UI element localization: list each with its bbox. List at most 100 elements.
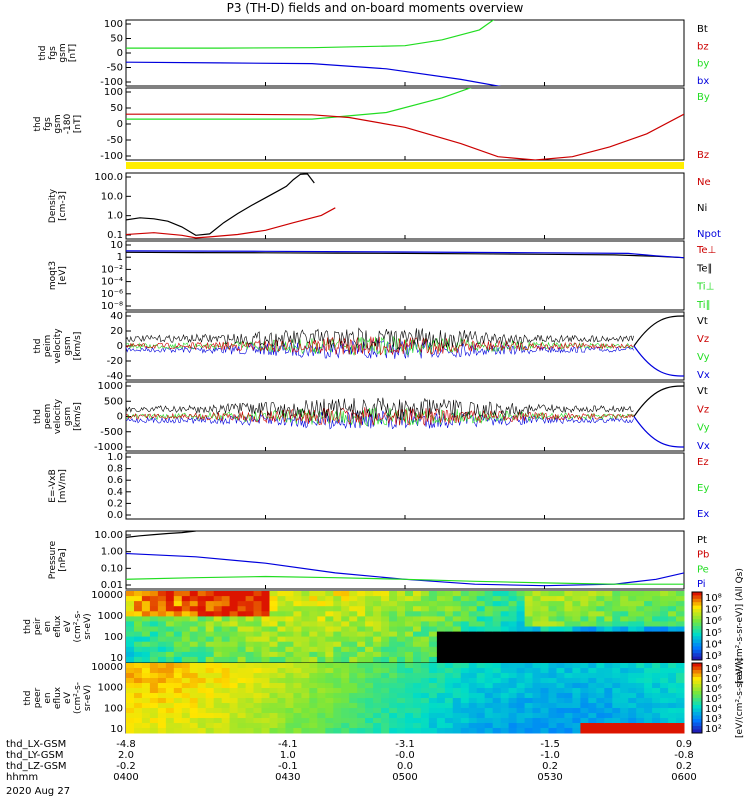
spectrogram-cell xyxy=(197,708,207,714)
spectrogram-cell xyxy=(428,616,438,622)
y-tick-label: 100.0 xyxy=(94,172,123,183)
spectrogram-cell xyxy=(397,668,406,674)
spectrogram-cell xyxy=(620,616,629,622)
spectrogram-cell xyxy=(134,596,143,602)
spectrogram-cell xyxy=(341,636,350,643)
y-tick-label: 10000 xyxy=(91,590,123,601)
spectrogram-cell xyxy=(564,723,573,729)
spectrogram-cell xyxy=(285,636,294,643)
spectrogram-cell xyxy=(189,663,199,669)
spectrogram-cell xyxy=(460,651,470,658)
spectrogram-cell xyxy=(325,688,334,694)
spectrogram-cell xyxy=(620,636,629,643)
spectrogram-cell xyxy=(221,611,231,617)
spectrogram-cell xyxy=(333,606,342,612)
spectrogram-cell xyxy=(205,703,215,709)
spectrogram-cell xyxy=(277,606,286,612)
spectrogram-cell xyxy=(397,591,406,597)
spectrogram-cell xyxy=(293,601,302,607)
spectrogram-cell xyxy=(325,698,334,704)
spectrogram-cell xyxy=(165,616,175,622)
spectrogram-cell xyxy=(293,621,302,627)
y-axis-label: Pressure xyxy=(48,540,58,579)
spectrogram-cell xyxy=(221,688,231,694)
y-tick-label: 0 xyxy=(117,412,123,423)
spectrogram-cell xyxy=(277,621,286,627)
spectrogram-cell xyxy=(134,616,143,622)
spectrogram-cell xyxy=(628,626,637,633)
spectrogram-cell xyxy=(253,656,262,663)
colorbar-cell xyxy=(692,592,702,596)
spectrogram-cell xyxy=(373,646,382,653)
spectrogram-cell xyxy=(309,708,318,714)
spectrogram-cell xyxy=(548,641,557,648)
spectrogram-cell xyxy=(436,651,446,658)
spectrogram-cell xyxy=(628,601,637,607)
spectrogram-cell xyxy=(261,708,270,714)
spectrogram-cell xyxy=(508,621,518,627)
spectrogram-cell xyxy=(516,651,526,658)
spectrogram-cell xyxy=(636,596,645,602)
colorbar-cell xyxy=(692,712,702,716)
spectrogram-cell xyxy=(357,703,366,709)
spectrogram-cell xyxy=(468,636,478,643)
spectrogram-cell xyxy=(413,683,422,689)
spectrogram-cell xyxy=(181,601,191,607)
spectrogram-cell xyxy=(261,621,270,627)
spectrogram-cell xyxy=(548,663,557,669)
spectrogram-cell xyxy=(365,601,374,607)
spectrogram-cell xyxy=(444,651,454,658)
spectrogram-cell xyxy=(149,641,159,648)
spectrogram-cell xyxy=(444,636,454,643)
spectrogram-cell xyxy=(126,591,135,597)
colorbar-cell xyxy=(692,649,702,654)
spectrogram-cell xyxy=(468,713,478,719)
spectrogram-cell xyxy=(668,641,677,648)
spectrogram-cell xyxy=(126,713,135,719)
spectrogram-cell xyxy=(436,631,446,638)
spectrogram-cell xyxy=(325,703,334,709)
spectrogram-cell xyxy=(500,631,510,638)
spectrogram-cell xyxy=(548,601,557,607)
spectrogram-cell xyxy=(436,606,446,612)
spectrogram-cell xyxy=(644,636,653,643)
spectrogram-cell xyxy=(221,723,231,729)
spectrogram-cell xyxy=(604,668,613,674)
spectrogram-cell xyxy=(181,728,191,734)
spectrogram-cell xyxy=(126,703,135,709)
spectrogram-cell xyxy=(604,611,613,617)
spectrogram-cell xyxy=(468,723,478,729)
spectrogram-cell xyxy=(564,673,573,679)
spectrogram-cell xyxy=(397,673,406,679)
y-tick-label: -100 xyxy=(100,151,123,162)
spectrogram-cell xyxy=(134,718,143,724)
spectrogram-cell xyxy=(476,703,486,709)
spectrogram-cell xyxy=(644,663,653,669)
spectrogram-cell xyxy=(508,718,518,724)
spectrogram-cell xyxy=(405,683,414,689)
spectrogram-cell xyxy=(261,606,270,612)
spectrogram-cell xyxy=(413,703,422,709)
spectrogram-cell xyxy=(293,713,302,719)
spectrogram-cell xyxy=(245,641,255,648)
spectrogram-cell xyxy=(468,626,478,633)
spectrogram-cell xyxy=(197,688,207,694)
spectrogram-cell xyxy=(636,651,645,658)
spectrogram-cell xyxy=(197,621,207,627)
spectrogram-cell xyxy=(309,698,318,704)
spectrogram-cell xyxy=(157,591,167,597)
spectrogram-cell xyxy=(604,651,613,658)
spectrogram-cell xyxy=(181,616,191,622)
spectrogram-cell xyxy=(149,601,159,607)
orbit-row-value: 0430 xyxy=(275,772,300,783)
spectrogram-cell xyxy=(205,688,215,694)
spectrogram-cell xyxy=(524,651,534,658)
spectrogram-cell xyxy=(540,616,549,622)
spectrogram-cell xyxy=(205,678,215,684)
spectrogram-cell xyxy=(516,713,526,719)
spectrogram-cell xyxy=(253,591,262,597)
spectrogram-cell xyxy=(444,656,454,663)
spectrogram-cell xyxy=(189,636,199,643)
spectrogram-cell xyxy=(604,728,613,734)
colorbar-tick: 10⁸ xyxy=(705,664,722,675)
